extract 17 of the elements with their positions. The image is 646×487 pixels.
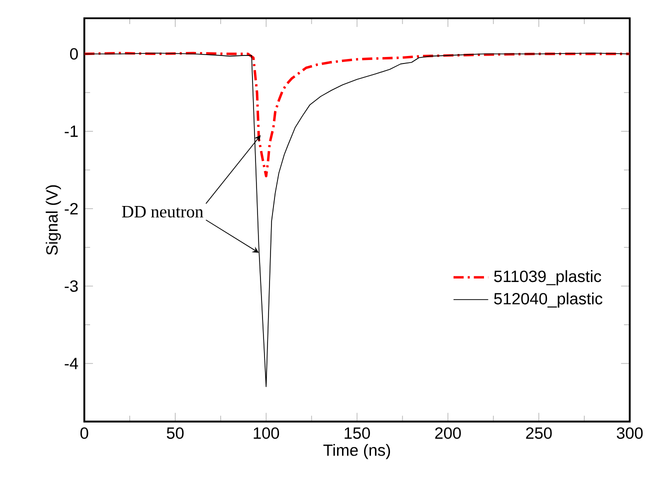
legend-label: 512040_plastic [494,292,602,308]
x-tick-label: 50 [166,428,184,440]
legend-label: 511039_plastic [494,270,602,286]
x-tick-label: 300 [616,428,643,440]
y-tick-label: -4 [64,358,78,370]
y-tick-label: 0 [70,48,78,60]
y-tick-label: -1 [64,126,78,138]
x-tick-label: 100 [254,428,280,440]
y-axis-title: Signal (V) [46,186,61,256]
y-tick-label: -2 [64,203,78,215]
x-axis-title: Time (ns) [323,444,390,460]
x-tick-label: 200 [435,428,461,440]
annotation: DD neutron [122,206,204,218]
x-tick-label: 150 [344,428,370,440]
x-tick-label: 250 [526,428,552,440]
x-tick-label: 0 [80,428,88,440]
y-tick-label: -3 [64,280,78,292]
